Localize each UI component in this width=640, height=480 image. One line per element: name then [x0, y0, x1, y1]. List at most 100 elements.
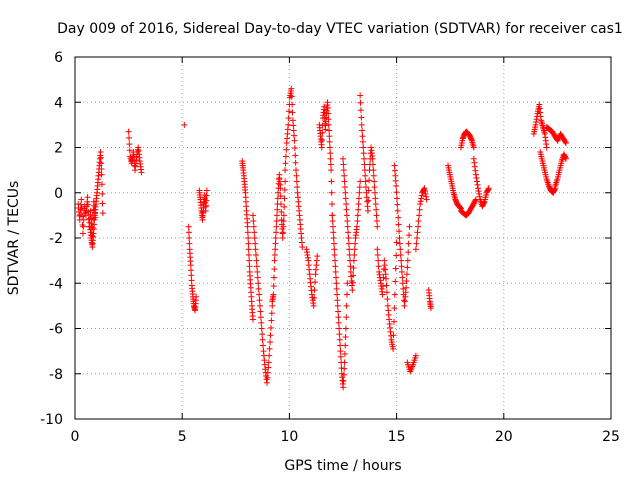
data-point	[397, 251, 404, 258]
data-point	[359, 133, 366, 140]
data-point	[374, 246, 381, 253]
data-point	[361, 161, 368, 168]
data-point	[485, 185, 492, 192]
data-point	[80, 223, 87, 230]
data-point	[79, 213, 86, 220]
data-point	[393, 182, 400, 189]
data-point	[186, 240, 193, 247]
data-point	[340, 161, 347, 168]
data-point	[325, 110, 332, 117]
data-point	[403, 284, 410, 291]
data-point	[250, 223, 257, 230]
data-point	[360, 150, 367, 157]
data-point	[374, 251, 381, 258]
data-point	[371, 184, 378, 191]
data-point	[393, 239, 400, 246]
data-point	[294, 184, 301, 191]
data-point	[270, 291, 277, 298]
data-point	[270, 283, 277, 290]
data-point	[332, 263, 339, 270]
data-point	[253, 257, 260, 264]
data-point	[252, 240, 259, 247]
data-point	[356, 184, 363, 191]
data-point	[291, 137, 298, 144]
data-point	[543, 144, 550, 151]
data-point	[406, 232, 413, 239]
data-point	[335, 314, 342, 321]
data-point	[336, 325, 343, 332]
data-point	[310, 302, 317, 309]
data-point	[203, 202, 210, 209]
data-point	[327, 155, 334, 162]
x-tick-label: 0	[71, 429, 80, 445]
data-point	[427, 305, 434, 312]
data-point	[98, 181, 105, 188]
data-point	[252, 246, 259, 253]
data-point	[249, 316, 256, 323]
data-point	[390, 318, 397, 325]
data-point	[99, 200, 106, 207]
data-point	[390, 332, 397, 339]
data-point	[357, 99, 364, 106]
data-point	[333, 280, 340, 287]
data-point	[344, 280, 351, 287]
data-point	[470, 144, 477, 151]
data-point	[342, 189, 349, 196]
y-tick-label: -6	[49, 322, 63, 338]
data-point	[253, 251, 260, 258]
data-point	[360, 144, 367, 151]
data-point	[412, 352, 419, 359]
data-point	[268, 317, 275, 324]
x-tick-label: 15	[388, 429, 406, 445]
data-point	[331, 246, 338, 253]
data-point	[423, 193, 430, 200]
data-point	[358, 121, 365, 128]
data-point	[280, 218, 287, 225]
data-point	[285, 121, 292, 128]
data-point	[371, 178, 378, 185]
data-point	[341, 184, 348, 191]
data-point	[476, 193, 483, 200]
data-point	[337, 348, 344, 355]
data-point	[391, 305, 398, 312]
data-point	[405, 240, 412, 247]
data-point	[343, 206, 350, 213]
data-point	[319, 129, 326, 136]
data-point	[340, 378, 347, 385]
data-point	[203, 192, 210, 199]
data-point	[325, 116, 332, 123]
data-point	[328, 178, 335, 185]
data-point	[344, 223, 351, 230]
data-point	[351, 251, 358, 258]
data-point	[84, 194, 91, 201]
data-point	[87, 207, 94, 214]
data-point	[341, 178, 348, 185]
data-point	[273, 212, 280, 219]
data-point	[185, 229, 192, 236]
data-point	[289, 101, 296, 108]
data-point	[475, 185, 482, 192]
data-point	[277, 193, 284, 200]
data-point	[480, 199, 487, 206]
data-point	[299, 244, 306, 251]
data-point	[406, 223, 413, 230]
y-tick-label: -2	[49, 231, 63, 247]
data-point	[403, 277, 410, 284]
x-tick-label: 25	[602, 429, 620, 445]
data-point	[396, 240, 403, 247]
data-point	[393, 195, 400, 202]
data-point	[327, 161, 334, 168]
data-point	[562, 154, 569, 161]
x-tick-label: 10	[280, 429, 298, 445]
data-point	[471, 163, 478, 170]
data-point	[290, 122, 297, 129]
data-point	[422, 190, 429, 197]
data-point	[99, 190, 106, 197]
data-point	[395, 214, 402, 221]
data-point	[374, 223, 381, 230]
data-point	[485, 186, 492, 193]
data-point	[329, 212, 336, 219]
plot-frame	[74, 56, 612, 420]
data-point	[278, 208, 285, 215]
data-point	[357, 107, 364, 114]
